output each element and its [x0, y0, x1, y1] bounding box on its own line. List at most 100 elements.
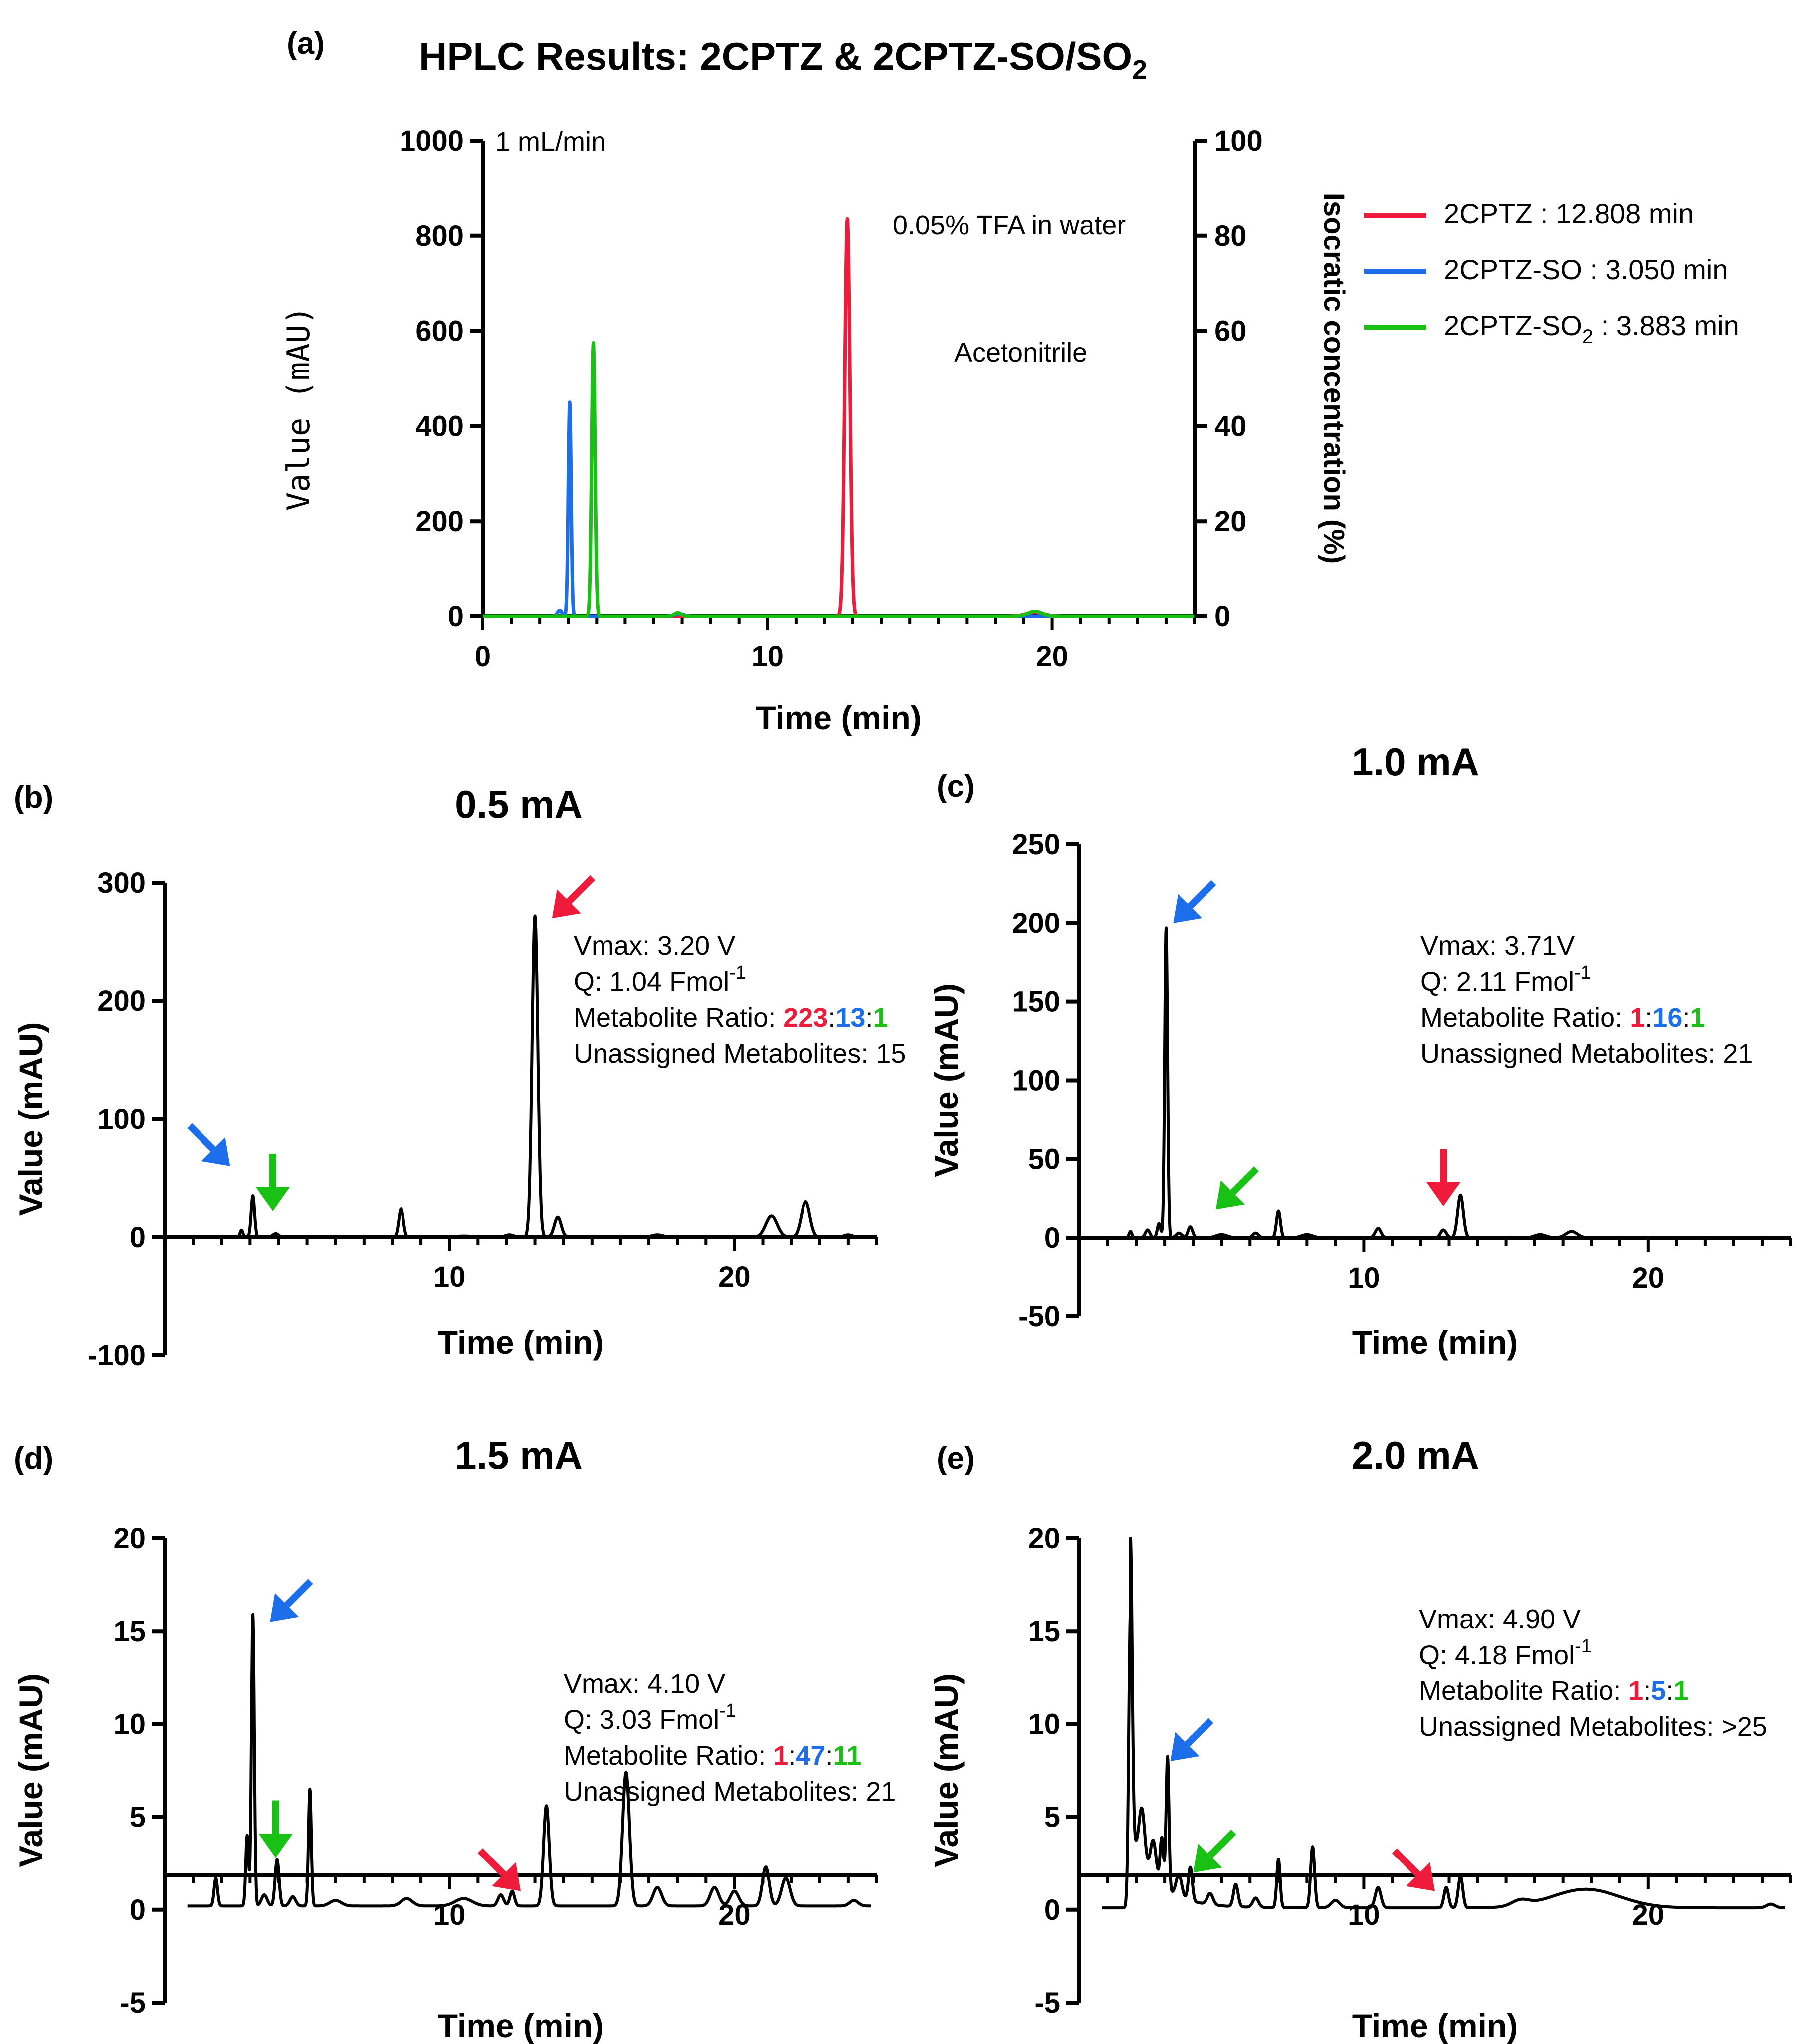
legend-entry-green: 2CPTZ-SO2 : 3.883 min — [1444, 310, 1739, 348]
arrow-blue — [270, 1579, 313, 1622]
ratio-label: Metabolite Ratio: — [1420, 1003, 1630, 1033]
panel-b-title: 0.5 mA — [455, 782, 583, 826]
y-axis-label: Value (mAU) — [928, 983, 965, 1177]
y-tick-label: 10 — [1028, 1708, 1060, 1740]
panel-e-title: 2.0 mA — [1352, 1433, 1479, 1477]
vmax-text: Vmax: 4.10 V — [564, 1669, 725, 1699]
vmax-text: Vmax: 4.90 V — [1419, 1604, 1581, 1634]
arrow-blue-head — [1173, 894, 1203, 923]
panel-e-label: (e) — [937, 1441, 975, 1476]
ratio-value-green: 1 — [1690, 1003, 1705, 1033]
unassigned-metabolites: Unassigned Metabolites: 21 — [1420, 1039, 1753, 1069]
arrow-green-head — [1215, 1180, 1245, 1210]
ratio-value-green: 1 — [1673, 1676, 1688, 1706]
series-line-green — [481, 341, 1196, 618]
arrow-green — [1193, 1830, 1236, 1873]
y-tick-label: 600 — [415, 315, 464, 348]
arrow-green — [256, 1153, 290, 1211]
ratio-separator: : — [828, 1003, 835, 1033]
arrow-green — [1215, 1166, 1259, 1210]
y-tick-label: 250 — [1012, 828, 1060, 861]
arrow-red-head — [1426, 1182, 1461, 1207]
q-text: Q: 3.03 Fmol-1 — [564, 1700, 736, 1735]
panel-c-title: 1.0 mA — [1352, 740, 1479, 784]
arrow-blue — [187, 1123, 230, 1166]
ratio-value-blue: 47 — [796, 1741, 825, 1771]
y-tick-label: 15 — [1028, 1615, 1060, 1648]
metabolite-ratio: Metabolite Ratio: 1:47:11 — [564, 1741, 861, 1771]
ratio-value-blue: 16 — [1652, 1003, 1682, 1033]
q-value: Q: 4.18 Fmol — [1419, 1640, 1575, 1670]
q-unit-sup: -1 — [719, 1700, 736, 1721]
x-axis-label: Time (min) — [756, 699, 921, 736]
x-axis-label: Time (min) — [1352, 1324, 1518, 1361]
y-tick-label: 800 — [415, 220, 464, 252]
arrow-red-head — [492, 1862, 521, 1891]
y-tick-label: 150 — [1012, 986, 1060, 1018]
x-tick-label: 10 — [433, 1261, 466, 1293]
solvent-b-annotation: Acetonitrile — [954, 338, 1087, 368]
arrow-green — [258, 1800, 293, 1858]
y-tick-label: 50 — [1028, 1143, 1060, 1175]
y-axis-label: Value (mAU) — [12, 1673, 49, 1867]
panel-c-label: (c) — [937, 769, 975, 804]
unassigned-metabolites: Unassigned Metabolites: >25 — [1419, 1712, 1767, 1742]
x-tick-label: 0 — [475, 640, 491, 673]
vmax-text: Vmax: 3.20 V — [574, 931, 735, 961]
y-axis-label: Value (mAU) — [280, 306, 317, 511]
figure-title: HPLC Results: 2CPTZ & 2CPTZ-SO/SO2 — [419, 34, 1147, 85]
series-line-black — [1101, 1537, 1786, 1910]
series-line-black — [186, 914, 872, 1239]
ratio-separator: : — [1645, 1003, 1652, 1033]
x-tick-label: 10 — [752, 640, 784, 673]
ratio-label: Metabolite Ratio: — [574, 1003, 783, 1033]
x-tick-label: 20 — [718, 1261, 751, 1293]
ratio-value-red: 223 — [783, 1003, 828, 1033]
y-tick-label: -50 — [1018, 1301, 1060, 1333]
x-axis-label: Time (min) — [438, 1324, 603, 1361]
y2-tick-label: 0 — [1214, 600, 1230, 633]
x-tick-label: 20 — [1632, 1262, 1665, 1294]
arrow-blue-head — [270, 1593, 299, 1622]
ratio-separator: : — [1666, 1676, 1673, 1706]
y-tick-label: -5 — [120, 1987, 146, 2019]
y2-tick-label: 80 — [1214, 220, 1247, 252]
arrow-red-head — [552, 889, 581, 919]
y-tick-label: 200 — [97, 985, 146, 1017]
metabolite-ratio: Metabolite Ratio: 1:5:1 — [1419, 1676, 1688, 1706]
series-line-black — [1101, 926, 1786, 1240]
q-unit-sup: -1 — [1574, 962, 1591, 983]
panel-a-label: (a) — [287, 26, 325, 61]
panel-b: (b) 0.5 mA -100 0 100 200 300 10 20 Time (min) Val… — [12, 780, 906, 1372]
arrow-blue-shaft — [187, 1123, 216, 1152]
q-text: Q: 4.18 Fmol-1 — [1419, 1636, 1592, 1670]
y-axis-label: Value (mAU) — [12, 1022, 49, 1216]
x-axis-label: Time (min) — [1352, 2007, 1518, 2044]
q-value: Q: 1.04 Fmol — [574, 967, 729, 997]
legend-entry-blue: 2CPTZ-SO : 3.050 min — [1444, 254, 1728, 285]
ratio-separator: : — [825, 1741, 833, 1771]
ratio-value-red: 1 — [773, 1741, 788, 1771]
y2-axis-label: Isocratic concentration (%) — [1318, 193, 1350, 564]
ratio-value-red: 1 — [1628, 1676, 1643, 1706]
y2-tick-label: 60 — [1214, 315, 1247, 348]
y-tick-label: 100 — [97, 1103, 146, 1135]
legend-text-sub: 2 — [1582, 326, 1593, 348]
arrow-red — [1392, 1848, 1435, 1891]
panel-c: (c) 1.0 mA -50 0 50 100 150 200 250 10 20 Time (min… — [928, 740, 1792, 1361]
unassigned-metabolites: Unassigned Metabolites: 15 — [574, 1039, 906, 1069]
q-unit-sup: -1 — [1575, 1636, 1592, 1657]
y-tick-label: 200 — [415, 505, 464, 538]
ratio-separator: : — [1682, 1003, 1690, 1033]
y-tick-label: 0 — [130, 1221, 146, 1254]
arrow-blue — [1170, 1718, 1213, 1761]
y-tick-label: 10 — [113, 1708, 146, 1740]
metabolite-ratio: Metabolite Ratio: 223:13:1 — [574, 1003, 888, 1033]
y-tick-label: 20 — [1028, 1522, 1060, 1555]
q-text: Q: 2.11 Fmol-1 — [1420, 962, 1591, 997]
y-tick-label: 0 — [130, 1894, 146, 1926]
